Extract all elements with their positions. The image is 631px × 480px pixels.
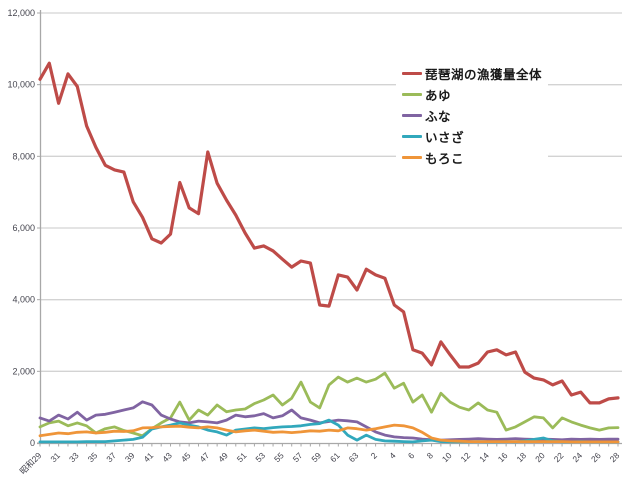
x-tick-label: 35 bbox=[86, 450, 100, 464]
y-tick-label: 12,000 bbox=[7, 8, 35, 18]
x-tick-label: 18 bbox=[514, 450, 528, 464]
legend-item-4: もろこ bbox=[402, 147, 542, 168]
x-tick-label: 59 bbox=[309, 450, 323, 464]
legend-swatch-icon bbox=[402, 72, 422, 75]
x-tick-label: 33 bbox=[67, 450, 81, 464]
x-tick-label: 16 bbox=[496, 450, 510, 464]
x-tick-label: 55 bbox=[272, 450, 286, 464]
series-line-4 bbox=[38, 423, 620, 444]
x-tick-label: 57 bbox=[291, 450, 305, 464]
x-tick-label: 4 bbox=[387, 450, 398, 461]
legend-swatch-icon bbox=[402, 135, 422, 138]
x-tick-label: 14 bbox=[477, 450, 491, 464]
legend-label: 琵琶湖の漁獲量全体 bbox=[425, 68, 543, 82]
x-tick-label: 41 bbox=[142, 450, 156, 464]
y-tick-label: 2,000 bbox=[12, 366, 35, 376]
y-tick-label: 6,000 bbox=[12, 223, 35, 233]
legend-item-0: 琵琶湖の漁獲量全体 bbox=[402, 63, 542, 84]
x-tick-label: 61 bbox=[328, 450, 342, 464]
legend-label: ふな bbox=[425, 110, 452, 124]
series-line-0 bbox=[38, 61, 620, 405]
legend-label: もろこ bbox=[425, 152, 465, 166]
x-tick-label: 10 bbox=[440, 450, 454, 464]
x-tick-label: 6 bbox=[406, 450, 417, 461]
legend-label: あゆ bbox=[425, 89, 452, 103]
series-line-1 bbox=[38, 371, 620, 438]
y-tick-label: 10,000 bbox=[7, 80, 35, 90]
x-tick-label: 39 bbox=[123, 450, 137, 464]
x-tick-label: 22 bbox=[552, 450, 566, 464]
x-tick-label: 24 bbox=[570, 450, 584, 464]
legend-swatch-icon bbox=[402, 93, 422, 96]
x-tick-label: 51 bbox=[235, 450, 249, 464]
x-tick-label: 8 bbox=[425, 450, 436, 461]
x-tick-label: 53 bbox=[253, 450, 267, 464]
x-tick-label: 45 bbox=[179, 450, 193, 464]
legend-swatch-icon bbox=[402, 114, 422, 117]
x-tick-label: 2 bbox=[369, 450, 380, 461]
y-tick-label: 0 bbox=[30, 438, 35, 448]
x-tick-label: 43 bbox=[160, 450, 174, 464]
chart-legend: 琵琶湖の漁獲量全体 あゆふないさざもろこ bbox=[396, 60, 549, 171]
x-tick-label: 31 bbox=[48, 450, 62, 464]
x-tick-label: 28 bbox=[608, 450, 622, 464]
x-tick-label: 47 bbox=[197, 450, 211, 464]
x-tick-label: 20 bbox=[533, 450, 547, 464]
x-tick-label: 26 bbox=[589, 450, 603, 464]
legend-label: いさざ bbox=[425, 131, 465, 145]
x-tick-label: 37 bbox=[104, 450, 118, 464]
x-tick-label: 49 bbox=[216, 450, 230, 464]
x-tick-label: 昭和29 bbox=[18, 450, 44, 476]
legend-item-2: ふな bbox=[402, 105, 542, 126]
legend-swatch-icon bbox=[402, 156, 422, 159]
x-tick-label: 12 bbox=[458, 450, 472, 464]
y-tick-label: 4,000 bbox=[12, 295, 35, 305]
x-tick-label: 63 bbox=[347, 450, 361, 464]
legend-item-3: いさざ bbox=[402, 126, 542, 147]
y-tick-label: 8,000 bbox=[12, 151, 35, 161]
legend-item-1: あゆ bbox=[402, 84, 542, 105]
